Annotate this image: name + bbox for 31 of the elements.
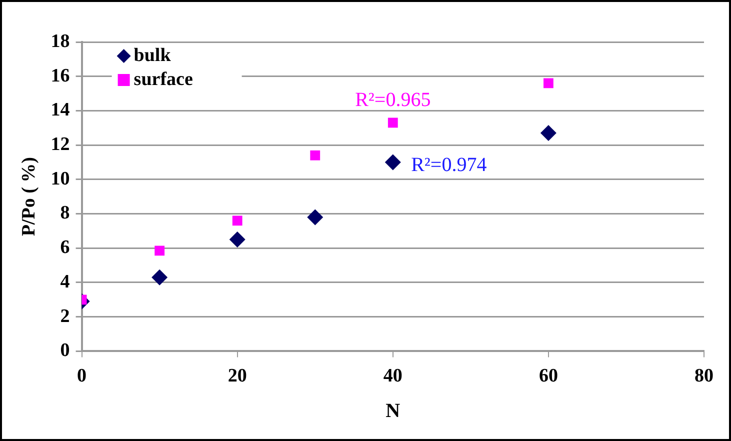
point xyxy=(540,125,556,142)
point xyxy=(310,150,320,160)
legend-label: surface xyxy=(134,68,193,90)
point xyxy=(384,154,401,170)
point xyxy=(307,209,324,226)
annotation: R²=0.974 xyxy=(411,154,487,176)
point xyxy=(229,232,246,248)
y-tick-label: 0 xyxy=(60,340,70,362)
x-axis-title: N xyxy=(386,400,401,422)
x-tick-label: 0 xyxy=(77,366,87,387)
y-tick-label: 12 xyxy=(50,134,70,155)
point xyxy=(388,118,398,128)
x-tick-label: 40 xyxy=(383,366,402,387)
point xyxy=(232,216,242,226)
point xyxy=(152,269,168,286)
y-axis-title: P/Po ( %) xyxy=(18,157,40,236)
y-tick-label: 14 xyxy=(50,100,70,121)
legend-label: bulk xyxy=(134,44,172,66)
y-tick-label: 8 xyxy=(60,202,70,224)
point xyxy=(154,246,165,256)
x-tick-label: 80 xyxy=(694,366,714,387)
annotation: R²=0.965 xyxy=(355,89,431,111)
y-tick-label: 16 xyxy=(50,65,70,86)
y-tick-label: 18 xyxy=(50,30,70,52)
y-tick-label: 6 xyxy=(60,237,70,258)
x-tick-label: 60 xyxy=(538,366,558,387)
point xyxy=(544,78,554,88)
y-tick-label: 2 xyxy=(60,306,70,327)
y-tick-label: 4 xyxy=(60,271,70,292)
x-tick-label: 20 xyxy=(228,366,247,387)
y-tick-label: 10 xyxy=(50,168,70,190)
